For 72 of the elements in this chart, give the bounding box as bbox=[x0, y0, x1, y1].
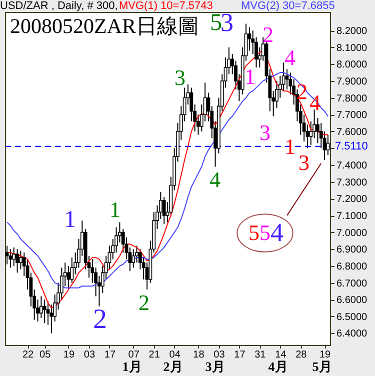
x-tick-label: 19 bbox=[319, 350, 332, 360]
annotation: 1 bbox=[284, 134, 296, 159]
candlestick bbox=[16, 248, 19, 274]
candlestick bbox=[42, 299, 46, 324]
x-tick-label: 22 bbox=[22, 350, 34, 360]
annotation: 5 bbox=[260, 220, 270, 245]
annotation: 2 bbox=[93, 304, 107, 335]
y-tick-label: 6.7000 bbox=[336, 278, 368, 290]
candlestick bbox=[50, 304, 54, 334]
annotation: 5 bbox=[210, 10, 222, 36]
text: 2月 bbox=[163, 359, 183, 374]
y-tick-label: 8.1000 bbox=[336, 42, 368, 54]
x-tick-label: 03 bbox=[84, 350, 96, 360]
y-tick-label: 7.4000 bbox=[336, 160, 368, 172]
x-tick-label: 04 bbox=[169, 350, 181, 360]
annotation: 3 bbox=[260, 120, 270, 145]
annotation: 2 bbox=[296, 79, 308, 104]
candlestick bbox=[66, 265, 70, 290]
text: MVG(2) 30=7.6855 bbox=[241, 0, 335, 12]
y-tick-label: 6.9000 bbox=[336, 244, 368, 256]
candlestick bbox=[12, 246, 16, 266]
candlestick bbox=[39, 296, 43, 319]
annotation: 1 bbox=[244, 64, 256, 89]
chart-subtitle: USD/ZAR , Daily, # 300, bbox=[0, 0, 118, 12]
x-tick-label: 19 bbox=[63, 350, 75, 360]
y-tick-label: 8.0000 bbox=[336, 60, 368, 71]
y-tick-label: 6.6000 bbox=[336, 295, 368, 306]
candlestick bbox=[19, 250, 22, 270]
annotation: 4 bbox=[270, 218, 284, 247]
x-tick-label: 17 bbox=[234, 350, 246, 360]
annotation: 2 bbox=[262, 22, 274, 47]
annotation: 2 bbox=[138, 290, 150, 315]
annotation: 3 bbox=[220, 8, 234, 37]
annotation: 4 bbox=[210, 167, 220, 192]
x-tick-label: 07 bbox=[128, 350, 140, 360]
y-tick-label: 6.4000 bbox=[336, 328, 368, 340]
candlestick bbox=[132, 248, 136, 268]
x-tick-label: 17 bbox=[104, 350, 116, 360]
x-tick-label: 03 bbox=[214, 350, 226, 360]
text: MVG(1) 10=7.5743 bbox=[119, 0, 213, 12]
ref-line-label: 7.5110 bbox=[335, 140, 368, 152]
text: 1月 bbox=[122, 359, 142, 374]
annotation: 1 bbox=[64, 207, 76, 233]
annotation: 4 bbox=[284, 45, 296, 70]
y-tick-label: 7.1000 bbox=[336, 211, 368, 222]
y-tick-label: 7.9000 bbox=[336, 76, 368, 88]
y-tick-label: 7.2000 bbox=[336, 194, 368, 206]
text: 3月 bbox=[205, 359, 225, 374]
x-tick-label: 14 bbox=[275, 350, 287, 360]
x-tick-label: 31 bbox=[254, 350, 266, 360]
y-tick-label: 7.8000 bbox=[336, 93, 368, 104]
y-tick-label: 7.3000 bbox=[336, 177, 368, 188]
text: 4月 bbox=[268, 359, 288, 374]
candlestick bbox=[135, 245, 138, 264]
candlestick bbox=[5, 245, 9, 265]
annotation: 1 bbox=[110, 197, 120, 222]
y-tick-label: 7.0000 bbox=[336, 228, 368, 239]
y-tick-label: 7.7000 bbox=[336, 110, 368, 122]
candlestick bbox=[316, 117, 320, 144]
y-tick-label: 6.5000 bbox=[336, 312, 368, 323]
text: 5月 bbox=[312, 359, 332, 374]
x-tick-label: 18 bbox=[193, 350, 205, 360]
x-tick-label: 05 bbox=[40, 350, 52, 360]
x-tick-label: 28 bbox=[296, 350, 308, 360]
annotation: 3 bbox=[298, 150, 310, 175]
chart-title: 20080520ZAR日線圖 bbox=[10, 14, 199, 38]
x-tick-label: 21 bbox=[148, 350, 160, 360]
annotation: 5 bbox=[248, 220, 260, 245]
y-tick-label: 6.8000 bbox=[336, 261, 368, 272]
annotation: 3 bbox=[174, 65, 186, 90]
y-tick-label: 7.6000 bbox=[336, 126, 368, 138]
y-tick-label: 8.2000 bbox=[336, 26, 368, 37]
